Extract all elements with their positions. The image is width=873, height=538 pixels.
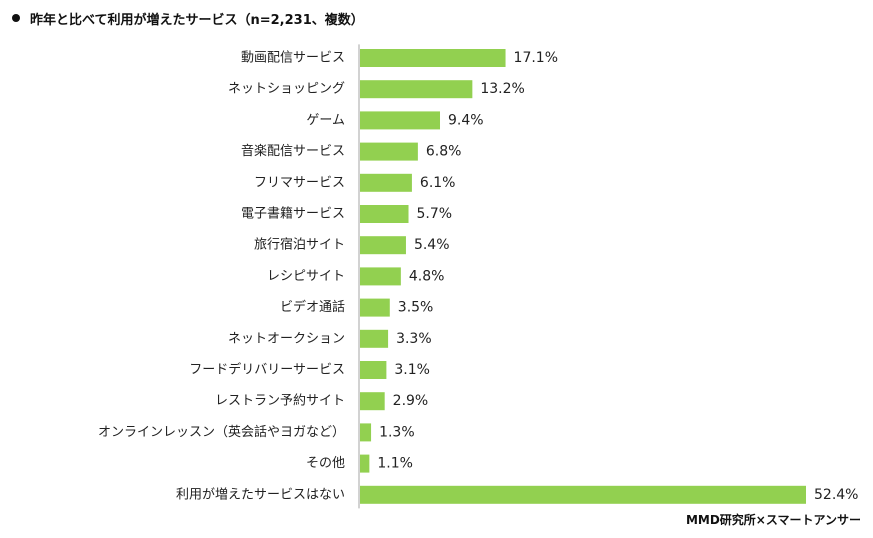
category-label: ゲーム bbox=[306, 113, 345, 128]
category-labels: 動画配信サービスネットショッピングゲーム音楽配信サービスフリマサービス電子書籍サ… bbox=[98, 51, 345, 503]
value-label: 9.4% bbox=[448, 112, 484, 128]
value-label: 5.4% bbox=[414, 237, 450, 253]
category-label: フリマサービス bbox=[254, 175, 345, 190]
value-label: 5.7% bbox=[417, 206, 453, 222]
bar bbox=[360, 142, 418, 161]
bar bbox=[360, 361, 387, 379]
category-label: レストラン予約サイト bbox=[215, 394, 345, 409]
bar bbox=[360, 80, 473, 99]
bars bbox=[360, 49, 806, 504]
value-label: 6.1% bbox=[420, 175, 456, 191]
bar bbox=[360, 423, 372, 442]
bar bbox=[360, 485, 806, 504]
bar bbox=[360, 236, 406, 255]
category-label: 音楽配信サービス bbox=[241, 143, 345, 159]
value-label: 1.1% bbox=[377, 456, 413, 472]
category-label: レシピサイト bbox=[267, 269, 345, 284]
value-label: 1.3% bbox=[379, 424, 415, 440]
bar bbox=[360, 298, 390, 317]
value-label: 6.8% bbox=[426, 144, 462, 160]
category-label: ネットオークション bbox=[228, 331, 345, 346]
source-credit: MMD研究所×スマートアンサー bbox=[685, 513, 861, 527]
value-labels: 17.1% 13.2% 9.4% 6.8% 6.1% 5.7% 5.4% 4.8% 3.5% 3.… bbox=[377, 50, 858, 503]
chart-title-row: 昨年と比べて利用が増えたサービス（n=2,231、複数） bbox=[12, 9, 364, 28]
value-label: 3.1% bbox=[394, 362, 430, 378]
category-label: フードデリバリーサービス bbox=[189, 362, 345, 378]
category-label: ビデオ通話 bbox=[280, 299, 345, 315]
value-label: 4.8% bbox=[409, 268, 445, 284]
value-label: 3.5% bbox=[398, 300, 434, 316]
bar bbox=[360, 173, 412, 192]
bar bbox=[360, 49, 506, 67]
bar bbox=[360, 392, 385, 411]
category-label: 動画配信サービス bbox=[241, 51, 345, 66]
value-label: 13.2% bbox=[480, 81, 524, 97]
bar bbox=[360, 205, 409, 223]
bar bbox=[360, 329, 389, 348]
bar bbox=[360, 454, 370, 473]
value-label: 17.1% bbox=[514, 50, 558, 66]
bullet-icon bbox=[12, 14, 20, 22]
bar bbox=[360, 111, 441, 130]
category-label: 電子書籍サービス bbox=[241, 206, 345, 222]
category-label: オンラインレッスン（英会話やヨガなど） bbox=[98, 424, 345, 440]
category-label: 利用が増えたサービスはない bbox=[176, 487, 345, 502]
chart-title: 昨年と比べて利用が増えたサービス（n=2,231、複数） bbox=[30, 12, 364, 28]
category-label: ネットショッピング bbox=[228, 82, 345, 97]
value-label: 52.4% bbox=[814, 487, 858, 503]
category-label: 旅行宿泊サイト bbox=[254, 237, 345, 253]
value-label: 3.3% bbox=[396, 331, 432, 347]
bar bbox=[360, 267, 401, 286]
value-label: 2.9% bbox=[393, 393, 429, 409]
category-label: その他 bbox=[306, 456, 345, 471]
